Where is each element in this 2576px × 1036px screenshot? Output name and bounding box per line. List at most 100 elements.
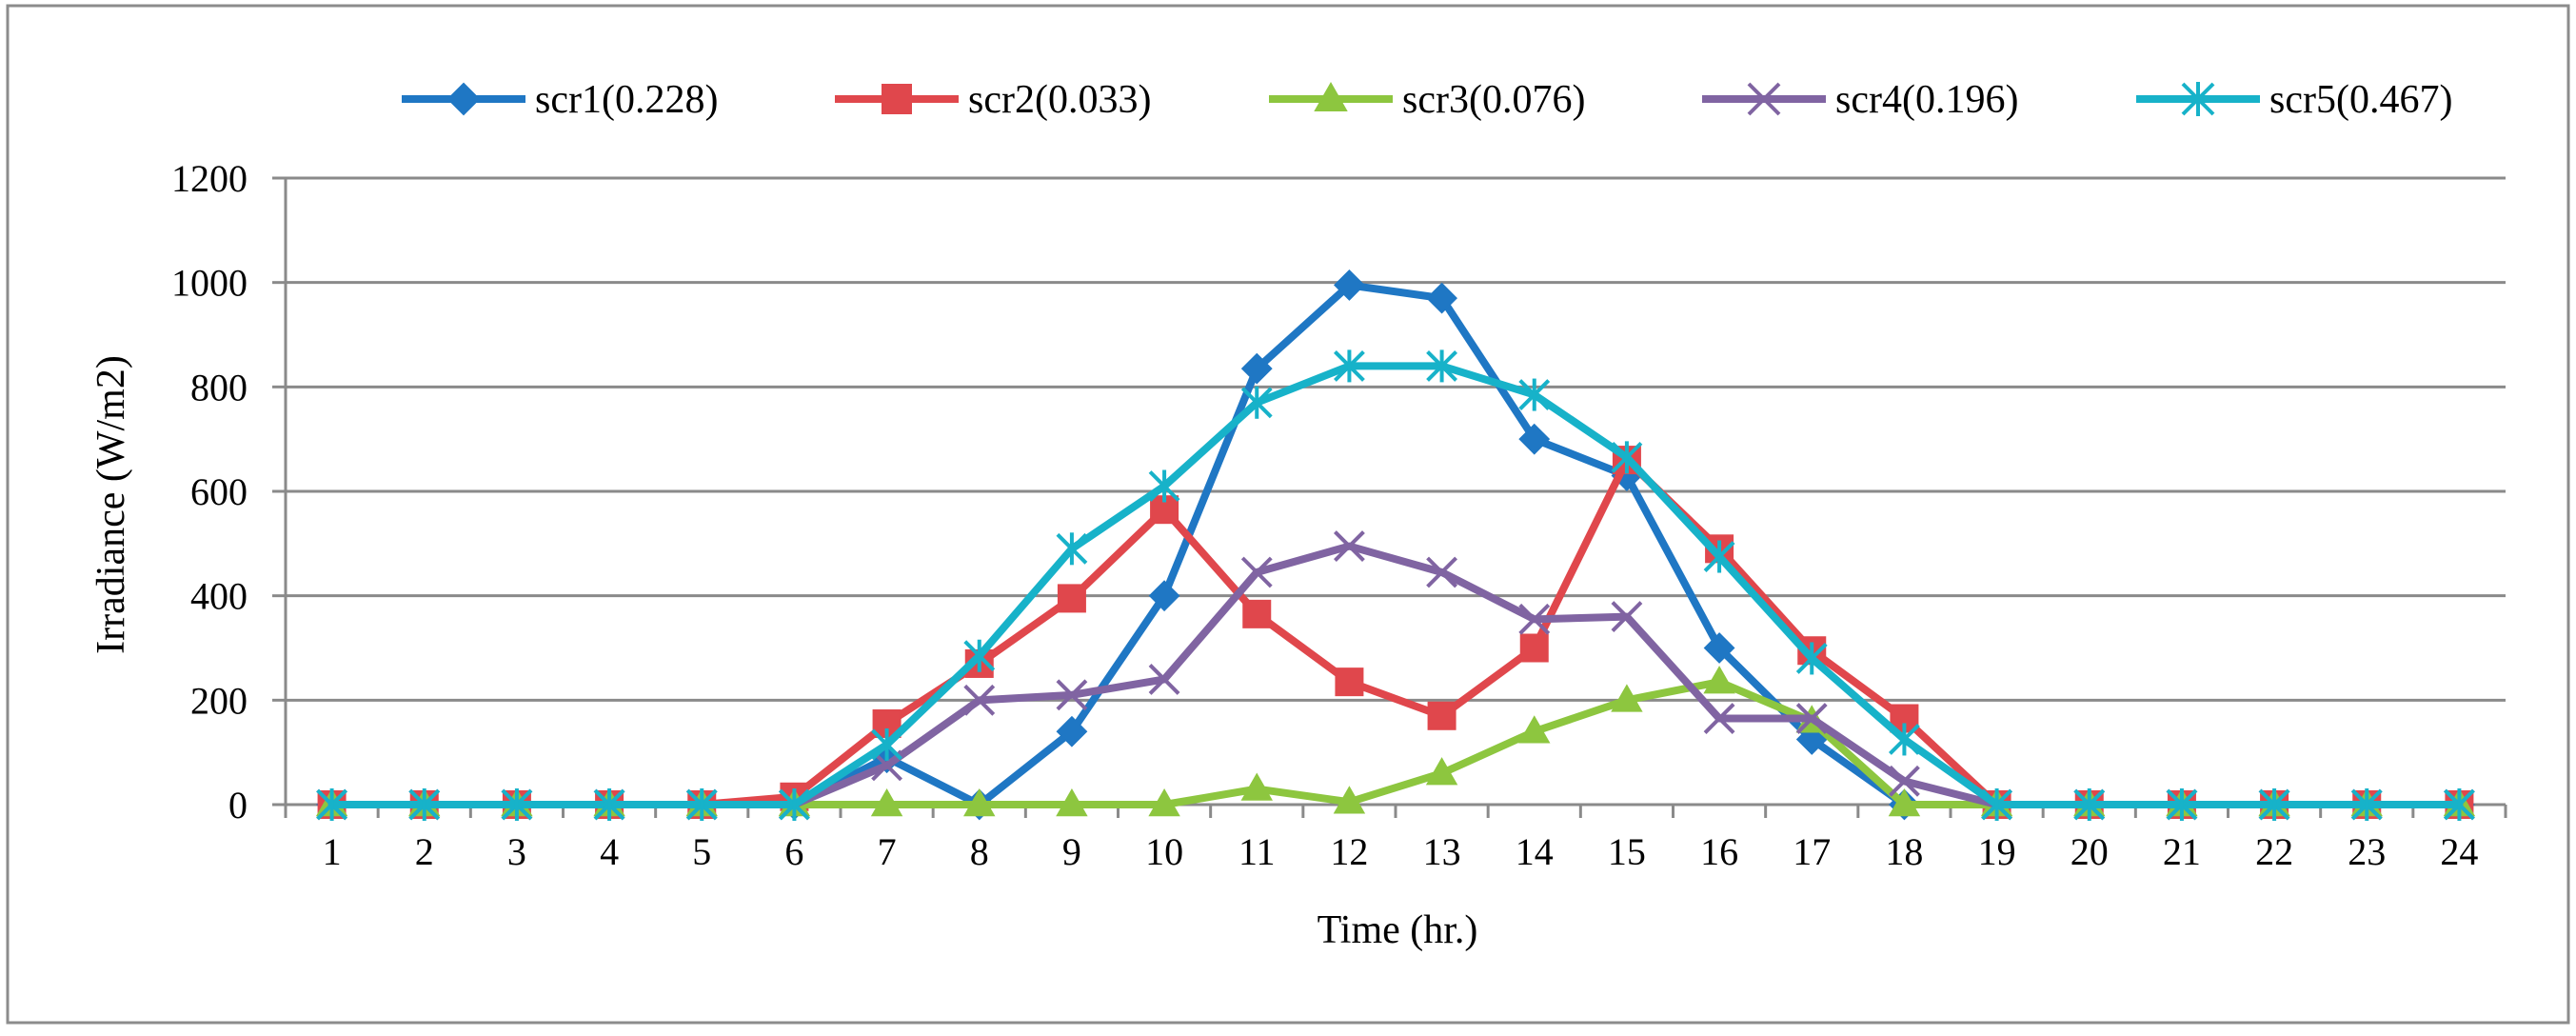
data-point-marker: [1747, 82, 1781, 116]
x-tick-label: 3: [507, 830, 526, 873]
data-point-marker: [1240, 772, 1273, 801]
data-point-marker: [1888, 787, 1921, 817]
data-point-marker: [1148, 663, 1180, 695]
data-point-marker: [1518, 603, 1551, 635]
marker-stroke: [1240, 556, 1273, 588]
x-tick-label: 10: [1145, 830, 1183, 873]
x-tick-label: 17: [1793, 830, 1831, 873]
y-tick-label: 1000: [171, 262, 248, 305]
data-point-marker: [1981, 788, 2012, 821]
y-tick-label: 0: [228, 784, 248, 827]
x-axis-title: Time (hr.): [1318, 908, 1478, 952]
chart-frame: [6, 4, 2570, 1025]
data-point-marker: [1334, 349, 1365, 383]
data-point-marker: [1056, 679, 1088, 711]
x-tick-label: 8: [970, 830, 989, 873]
data-point-marker: [1148, 580, 1180, 612]
marker-stroke: [963, 684, 996, 716]
data-point-marker: [1518, 715, 1551, 744]
data-point-marker: [1056, 715, 1088, 747]
legend-entry-3: scr3(0.076): [1269, 78, 1585, 122]
data-point-marker: [779, 788, 810, 821]
data-point-marker: [1314, 81, 1348, 111]
data-point-marker: [1889, 723, 1920, 756]
series-line: [327, 362, 2464, 808]
data-point-marker: [1240, 386, 1273, 419]
x-tick-label: 4: [600, 830, 619, 873]
legend-entry-2: scr2(0.033): [835, 78, 1151, 122]
data-point-marker: [446, 82, 481, 116]
data-point-marker: [1703, 703, 1735, 734]
x-tick-label: 2: [415, 830, 434, 873]
data-point-marker: [1057, 584, 1086, 613]
data-point-marker: [870, 787, 903, 817]
data-point-marker: [501, 788, 533, 821]
data-point-marker: [2166, 788, 2198, 821]
x-tick-label: 9: [1062, 830, 1081, 873]
x-tick-label: 20: [2071, 830, 2109, 873]
data-point-marker: [882, 84, 912, 114]
data-point-marker: [963, 639, 996, 672]
data-point-marker: [408, 788, 441, 821]
marker-stroke: [1426, 556, 1457, 588]
data-point-marker: [1426, 349, 1457, 383]
legend-label: scr2(0.033): [968, 78, 1151, 122]
series-5: [316, 349, 2475, 821]
data-point-marker: [1056, 532, 1088, 566]
legend-label: scr1(0.228): [535, 78, 718, 122]
data-point-marker: [1425, 757, 1458, 786]
x-tick-label: 11: [1238, 830, 1276, 873]
data-point-marker: [1335, 667, 1364, 697]
marker-stroke: [1334, 530, 1365, 562]
data-point-marker: [1611, 684, 1643, 712]
data-point-marker: [963, 787, 996, 817]
data-point-marker: [2258, 788, 2290, 821]
x-tick-label: 24: [2440, 830, 2478, 873]
data-point-marker: [1703, 540, 1735, 573]
x-tick-label: 16: [1700, 830, 1738, 873]
marker-stroke: [1518, 603, 1551, 635]
data-point-marker: [1148, 787, 1180, 817]
x-tick-label: 7: [878, 830, 897, 873]
data-point-marker: [1611, 441, 1643, 474]
data-point-marker: [1242, 599, 1272, 628]
x-tick-label: 15: [1608, 830, 1646, 873]
data-point-marker: [593, 788, 625, 821]
data-point-marker: [1240, 556, 1273, 588]
data-point-marker: [871, 727, 902, 761]
data-point-marker: [1703, 632, 1735, 664]
gridlines: [286, 176, 2506, 702]
marker-stroke: [1795, 703, 1828, 734]
data-point-marker: [685, 788, 718, 821]
data-point-marker: [1518, 423, 1551, 455]
data-point-marker: [2444, 788, 2475, 821]
data-point-marker: [1426, 282, 1457, 314]
data-point-marker: [1334, 530, 1365, 562]
data-point-marker: [1611, 601, 1643, 633]
x-tick-label: 21: [2163, 830, 2201, 873]
data-point-marker: [1703, 666, 1735, 694]
legend-entry-4: scr4(0.196): [1702, 78, 2018, 122]
marker-stroke: [1747, 82, 1781, 116]
data-point-marker: [1056, 787, 1088, 817]
legend-entry-5: scr5(0.467): [2136, 78, 2452, 122]
data-point-marker: [2073, 788, 2106, 821]
x-tick-label: 13: [1423, 830, 1461, 873]
legend-label: scr3(0.076): [1402, 78, 1585, 122]
x-tick-label: 23: [2348, 830, 2386, 873]
series-group: [315, 269, 2476, 821]
x-tick-label: 19: [1978, 830, 2016, 873]
x-tick-label: 6: [784, 830, 803, 873]
data-point-marker: [1795, 703, 1828, 734]
marker-stroke: [1889, 765, 1920, 797]
x-tick-label: 1: [323, 830, 342, 873]
y-tick-label: 200: [190, 679, 248, 722]
legend-label: scr5(0.467): [2269, 78, 2452, 122]
legend: scr1(0.228) scr2(0.033) scr3(0.076) scr4(0.…: [402, 78, 2452, 122]
x-tick-label: 18: [1885, 830, 1923, 873]
y-tick-label: 1200: [171, 157, 248, 200]
data-point-marker: [316, 788, 347, 821]
marker-stroke: [1148, 663, 1180, 695]
legend-label: scr4(0.196): [1835, 78, 2018, 122]
